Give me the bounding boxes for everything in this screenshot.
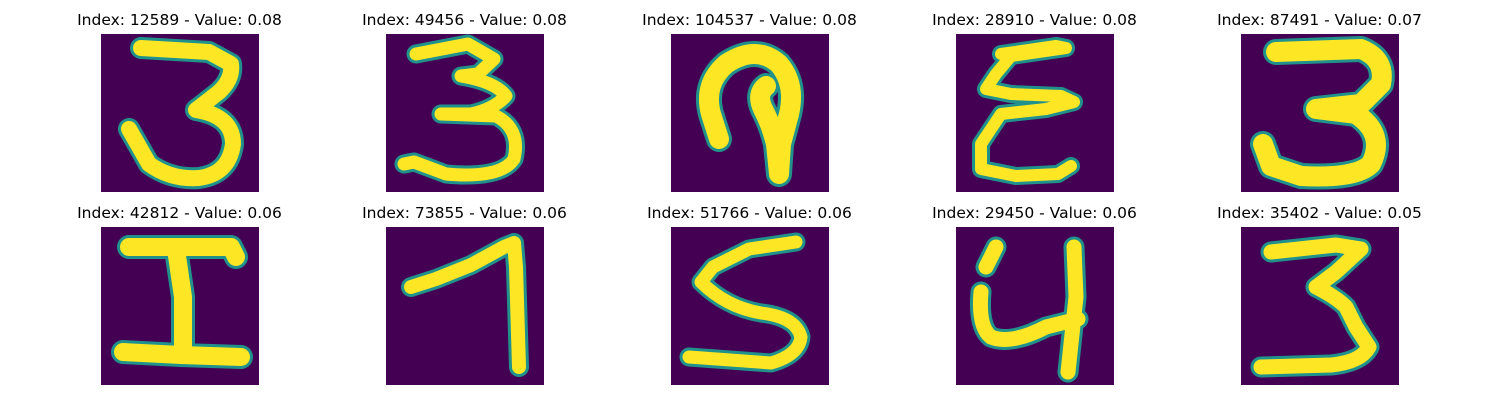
image-panel: Index: 42812 - Value: 0.06 [37, 193, 322, 386]
panel-title: Index: 35402 - Value: 0.05 [1217, 204, 1422, 222]
digit-image [386, 34, 544, 192]
digit-image [671, 227, 829, 385]
panel-title: Index: 104537 - Value: 0.08 [642, 11, 857, 29]
digit-stroke-core [121, 40, 241, 187]
image-panel: Index: 49456 - Value: 0.08 [322, 0, 607, 193]
digit-image [671, 34, 829, 192]
digit-stroke-core [682, 235, 808, 370]
image-panel: Index: 35402 - Value: 0.05 [1177, 193, 1462, 386]
digit-image [1241, 227, 1399, 385]
panel-title: Index: 28910 - Value: 0.08 [932, 11, 1137, 29]
image-panel: Index: 12589 - Value: 0.08 [37, 0, 322, 193]
image-panel: Index: 73855 - Value: 0.06 [322, 193, 607, 386]
image-panel: Index: 51766 - Value: 0.06 [607, 193, 892, 386]
digit-stroke-core [973, 239, 1086, 380]
panel-title: Index: 73855 - Value: 0.06 [362, 204, 567, 222]
digit-stroke-core [114, 238, 250, 366]
image-panel: Index: 104537 - Value: 0.08 [607, 0, 892, 193]
digit-stroke-core [397, 37, 522, 182]
digit-stroke-core [975, 40, 1080, 182]
digit-stroke-core [1253, 39, 1392, 187]
panel-title: Index: 12589 - Value: 0.08 [77, 11, 282, 29]
digit-image [956, 34, 1114, 192]
digit-stroke-core [698, 44, 801, 184]
panel-title: Index: 51766 - Value: 0.06 [647, 204, 852, 222]
digit-image [386, 227, 544, 385]
image-panel: Index: 29450 - Value: 0.06 [892, 193, 1177, 386]
digit-image [1241, 34, 1399, 192]
digit-stroke-core [1253, 237, 1377, 375]
panel-title: Index: 29450 - Value: 0.06 [932, 204, 1137, 222]
panel-title: Index: 42812 - Value: 0.06 [77, 204, 282, 222]
digit-image [101, 34, 259, 192]
digit-stroke-core [404, 236, 526, 374]
digit-image [101, 227, 259, 385]
image-panel: Index: 28910 - Value: 0.08 [892, 0, 1177, 193]
panel-title: Index: 49456 - Value: 0.08 [362, 11, 567, 29]
panel-title: Index: 87491 - Value: 0.07 [1217, 11, 1422, 29]
image-panel: Index: 87491 - Value: 0.07 [1177, 0, 1462, 193]
digit-image [956, 227, 1114, 385]
